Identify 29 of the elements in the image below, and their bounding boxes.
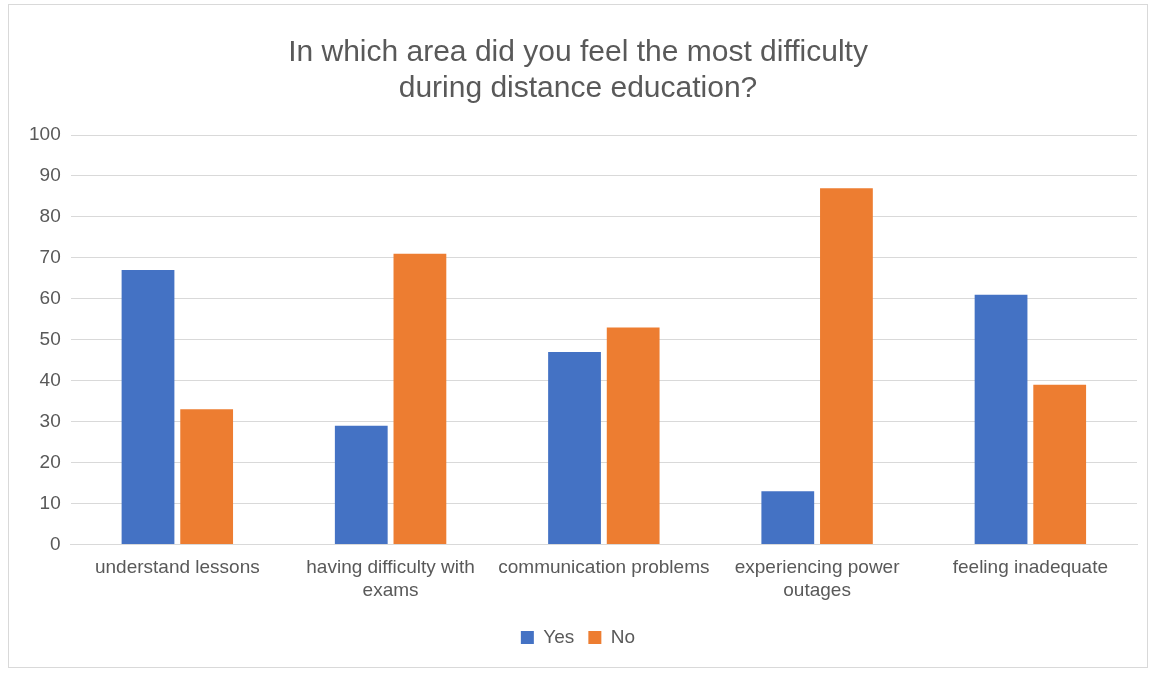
y-tick-label: 100 <box>29 123 61 145</box>
bar <box>393 253 447 544</box>
y-tick-label: 20 <box>39 450 61 472</box>
bar <box>180 409 234 544</box>
y-tick-label: 50 <box>39 327 61 349</box>
x-tick-label: experiencing power outages <box>734 556 901 600</box>
bar <box>548 351 601 544</box>
legend-label: Yes <box>543 625 575 647</box>
x-tick-label: feeling inadequate <box>952 556 1109 578</box>
y-tick-label: 60 <box>39 286 61 308</box>
y-tick-label: 90 <box>39 164 61 186</box>
bar <box>761 491 815 544</box>
y-tick-label: 40 <box>39 368 61 390</box>
y-tick-label: 80 <box>39 205 61 227</box>
x-tick-label: understand lessons <box>94 556 260 578</box>
legend-label: No <box>610 625 636 647</box>
y-tick-label: 10 <box>39 491 61 513</box>
bar <box>121 270 175 544</box>
chart-title: In which area did you feel the most difficulty during distance education? <box>288 34 868 104</box>
y-tick-label: 30 <box>39 409 61 431</box>
y-tick-label: 0 <box>50 532 61 554</box>
x-tick-label: communication problems <box>498 556 710 578</box>
bar <box>606 327 660 544</box>
bar <box>820 188 873 544</box>
bar <box>1033 384 1087 544</box>
x-tick-label: having difficulty with exams <box>306 556 475 600</box>
bar <box>974 294 1028 544</box>
bar <box>334 425 388 544</box>
y-tick-label: 70 <box>39 246 61 268</box>
